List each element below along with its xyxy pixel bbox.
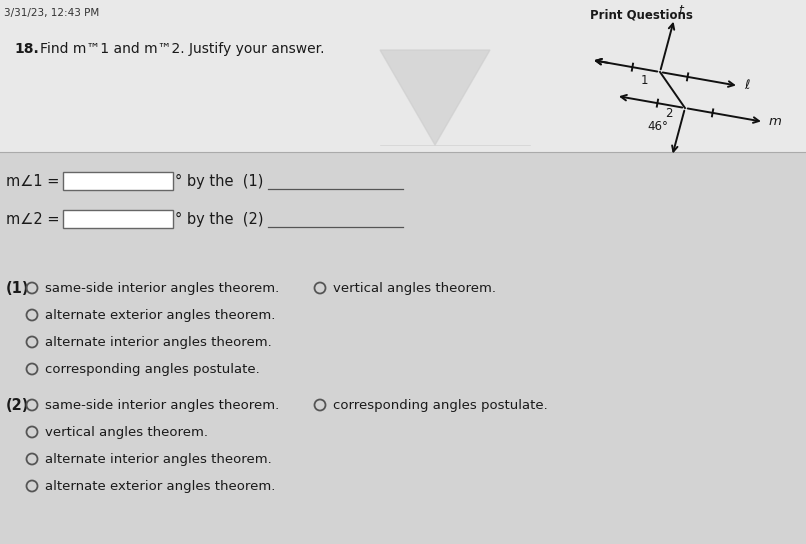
FancyBboxPatch shape <box>63 172 173 190</box>
Text: m∠1 =: m∠1 = <box>6 174 60 189</box>
Text: alternate exterior angles theorem.: alternate exterior angles theorem. <box>45 308 276 322</box>
Text: m∠2 =: m∠2 = <box>6 212 60 226</box>
Text: 1: 1 <box>640 73 648 86</box>
Text: (2): (2) <box>6 398 29 412</box>
Text: 2: 2 <box>665 107 673 120</box>
Text: alternate interior angles theorem.: alternate interior angles theorem. <box>45 453 272 466</box>
Text: same-side interior angles theorem.: same-side interior angles theorem. <box>45 399 279 411</box>
Text: Print Questions: Print Questions <box>590 8 693 21</box>
Text: 46°: 46° <box>647 120 668 133</box>
Text: 18.: 18. <box>14 42 39 56</box>
Text: vertical angles theorem.: vertical angles theorem. <box>333 281 496 294</box>
Text: (1): (1) <box>6 281 30 295</box>
Text: corresponding angles postulate.: corresponding angles postulate. <box>333 399 548 411</box>
Text: ° by the  (1): ° by the (1) <box>175 174 264 189</box>
Text: vertical angles theorem.: vertical angles theorem. <box>45 425 208 438</box>
Text: ° by the  (2): ° by the (2) <box>175 212 264 226</box>
FancyBboxPatch shape <box>0 0 806 152</box>
Text: alternate interior angles theorem.: alternate interior angles theorem. <box>45 336 272 349</box>
Text: corresponding angles postulate.: corresponding angles postulate. <box>45 362 260 375</box>
Text: Find m™1 and m™2. Justify your answer.: Find m™1 and m™2. Justify your answer. <box>40 42 325 56</box>
Text: 3/31/23, 12:43 PM: 3/31/23, 12:43 PM <box>4 8 99 18</box>
Text: t: t <box>678 4 683 17</box>
Text: same-side interior angles theorem.: same-side interior angles theorem. <box>45 281 279 294</box>
Polygon shape <box>380 50 490 145</box>
Text: alternate exterior angles theorem.: alternate exterior angles theorem. <box>45 479 276 492</box>
Text: ℓ: ℓ <box>744 79 750 92</box>
Text: m: m <box>769 115 782 128</box>
FancyBboxPatch shape <box>63 210 173 228</box>
